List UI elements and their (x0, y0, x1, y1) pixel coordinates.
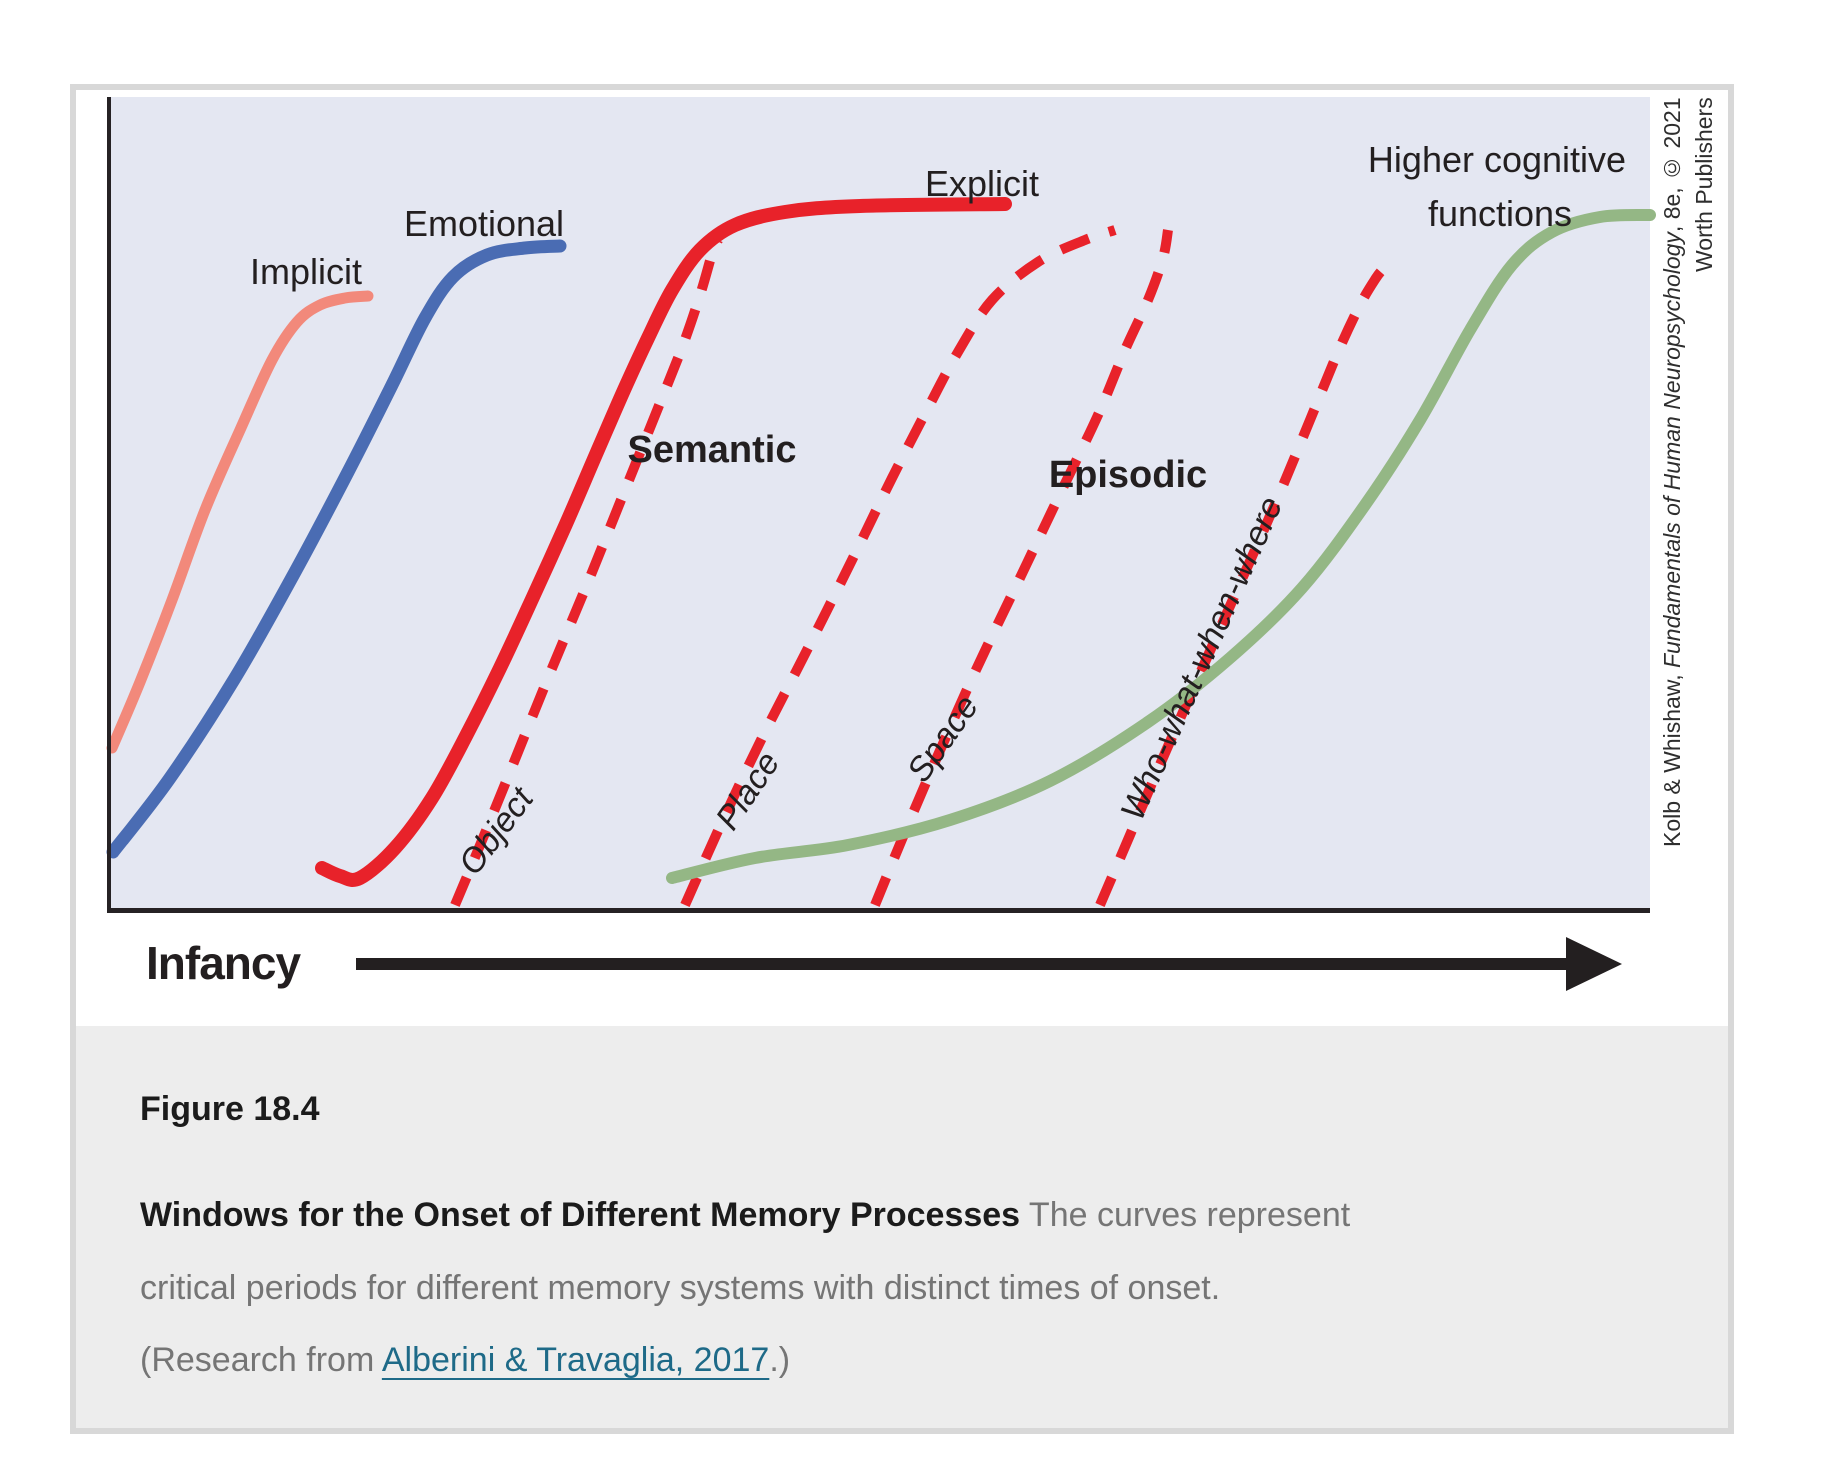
label-who-what-when-where: Who-what-when-where (1113, 491, 1290, 826)
label-functions: functions (1428, 193, 1572, 234)
caption-text-4: .) (769, 1341, 791, 1379)
memory-curves-svg: Implicit Emotional Explicit Semantic Episodi… (106, 139, 1656, 908)
label-explicit: Explicit (925, 163, 1039, 204)
caption-line-2: critical periods for different memory sy… (140, 1269, 1221, 1307)
label-place: Place (708, 745, 787, 837)
caption-line-1: Windows for the Onset of Different Memor… (140, 1196, 1350, 1235)
curve-implicit (106, 290, 374, 754)
curve-place (680, 225, 1117, 908)
label-emotional: Emotional (404, 203, 564, 244)
credit-authors: Kolb & Whishaw, (1659, 667, 1685, 847)
caption-line-3: (Research from Alberini & Travaglia, 201… (140, 1341, 790, 1380)
curve-object (450, 237, 723, 907)
label-semantic: Semantic (628, 429, 797, 471)
x-axis-arrow (356, 958, 1572, 970)
curve-emotional (106, 239, 567, 859)
label-space: Space (900, 688, 986, 789)
caption-text-1: The curves represent (1020, 1196, 1351, 1234)
plot-area (110, 97, 1650, 912)
x-axis-label-infancy: Infancy (146, 937, 301, 989)
caption-text-3: (Research from (140, 1341, 382, 1379)
credit-line-2: Worth Publishers (1691, 97, 1717, 272)
figure-number: Figure 18.4 (140, 1090, 320, 1128)
curve-who-what-when-where (1095, 264, 1388, 907)
label-higher-cognitive: Higher cognitive (1368, 139, 1626, 180)
credit-edition: , 8e, © 2021 (1659, 97, 1685, 232)
credit-line-1: Kolb & Whishaw, Fundamentals of Human Ne… (1656, 97, 1688, 909)
curve-explicit-semantic (315, 197, 1012, 887)
curve-higher-cognitive-functions (666, 209, 1656, 884)
reference-link[interactable]: Alberini & Travaglia, 2017 (381, 1341, 770, 1379)
y-axis (107, 97, 111, 913)
arrowhead-icon (1566, 937, 1622, 991)
caption-title-bold: Windows for the Onset of Different Memor… (140, 1196, 1021, 1234)
label-implicit: Implicit (250, 251, 362, 292)
x-axis (107, 908, 1650, 913)
credit-text: Kolb & Whishaw, Fundamentals of Human Ne… (1656, 97, 1720, 909)
caption-panel: Figure 18.4 Windows for the Onset of Dif… (76, 1026, 1728, 1428)
credit-book-title: Fundamentals of Human Neuropsychology (1659, 231, 1685, 668)
curve-space (870, 229, 1173, 907)
label-episodic: Episodic (1049, 454, 1207, 496)
